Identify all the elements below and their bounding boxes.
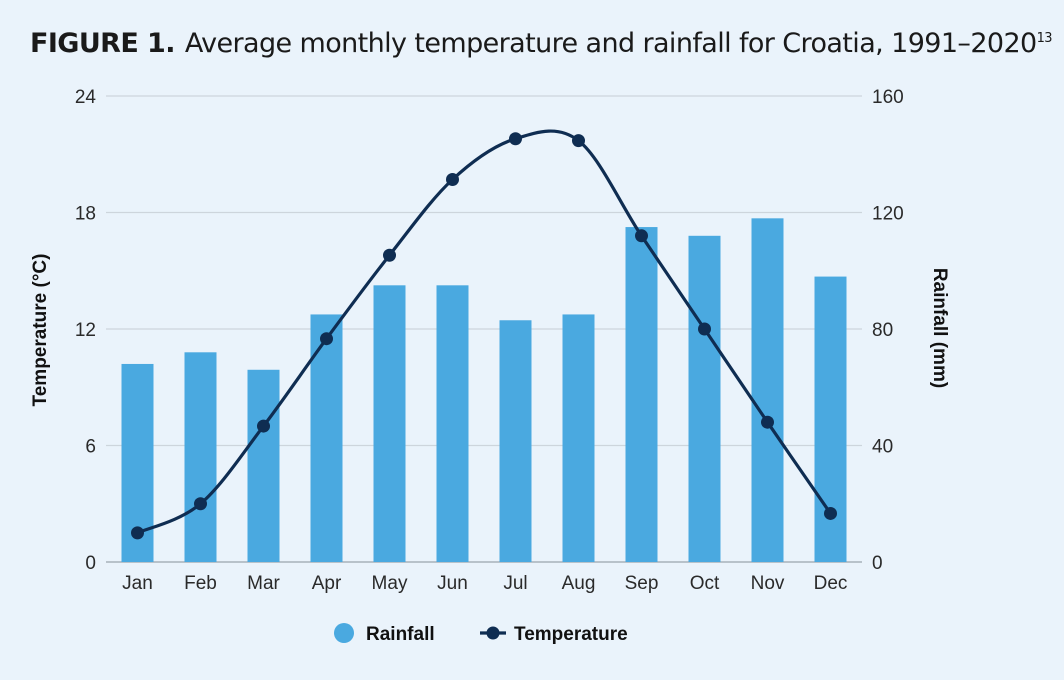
- rainfall-bar: [688, 235, 721, 563]
- rainfall-bar: [436, 285, 469, 562]
- temperature-point: [383, 248, 396, 262]
- rainfall-bar: [625, 227, 658, 562]
- x-tick-label: Nov: [751, 573, 785, 594]
- temperature-point: [194, 497, 207, 511]
- x-tick-label: Dec: [814, 573, 848, 594]
- temperature-point: [698, 322, 711, 336]
- temperature-point: [446, 172, 459, 186]
- temperature-line-path: [136, 129, 832, 535]
- title-text: Average monthly temperature and rainfall…: [184, 28, 1037, 59]
- legend: Rainfall Temperature: [334, 623, 628, 645]
- x-tick-label: Feb: [184, 573, 217, 594]
- temperature-point: [761, 415, 774, 429]
- legend-swatch-temperature-marker: [486, 626, 500, 640]
- rainfall-bar: [184, 352, 217, 562]
- temperature-point: [635, 229, 648, 243]
- rainfall-bar: [499, 320, 532, 562]
- y-axis-title-right: Rainfall (mm): [929, 268, 950, 388]
- x-tick-label: Aug: [562, 573, 596, 594]
- y-tick-label-right: 80: [872, 320, 893, 341]
- y-axis-title-left: Temperature (°C): [30, 254, 51, 407]
- temperature-point: [257, 419, 270, 433]
- temperature-line: [131, 129, 837, 540]
- rainfall-bar: [373, 285, 406, 562]
- x-tick-label: Jan: [122, 573, 153, 594]
- x-tick-label: Jun: [437, 573, 468, 594]
- rainfall-bar: [247, 369, 280, 562]
- rainfall-bars: [121, 218, 847, 563]
- x-tick-label: May: [372, 573, 408, 594]
- temperature-point: [320, 332, 333, 346]
- tick-labels: 0 6 12 18 24 0 40 80 120 160 Jan Feb Mar Apr May Jun Jul…: [75, 87, 904, 594]
- chart-title: FIGURE 1. Average monthly temperature and…: [30, 28, 1053, 59]
- y-tick-label-left: 0: [85, 553, 96, 574]
- temperature-point: [572, 134, 585, 148]
- temperature-point: [824, 506, 837, 520]
- x-tick-label: Oct: [690, 573, 720, 594]
- title-footnote: 13: [1036, 31, 1053, 46]
- temperature-point: [509, 132, 522, 146]
- y-tick-label-right: 40: [872, 437, 893, 458]
- legend-swatch-rainfall: [334, 623, 354, 643]
- y-tick-label-left: 12: [75, 320, 96, 341]
- rainfall-bar: [751, 218, 784, 562]
- x-tick-label: Jul: [503, 573, 527, 594]
- y-tick-label-right: 120: [872, 204, 904, 225]
- y-tick-label-left: 24: [75, 87, 97, 108]
- y-tick-label-left: 6: [85, 437, 96, 458]
- y-tick-label-left: 18: [75, 204, 96, 225]
- legend-label-rainfall: Rainfall: [366, 624, 435, 645]
- x-tick-label: Mar: [247, 573, 280, 594]
- gridlines: [106, 95, 862, 563]
- x-tick-label: Sep: [625, 573, 659, 594]
- y-tick-label-right: 0: [872, 553, 883, 574]
- x-tick-label: Apr: [312, 573, 342, 594]
- figure-number: FIGURE 1.: [30, 28, 175, 59]
- temperature-point: [131, 526, 144, 540]
- legend-label-temperature: Temperature: [514, 624, 628, 645]
- y-tick-label-right: 160: [872, 87, 904, 108]
- rainfall-bar: [562, 314, 595, 562]
